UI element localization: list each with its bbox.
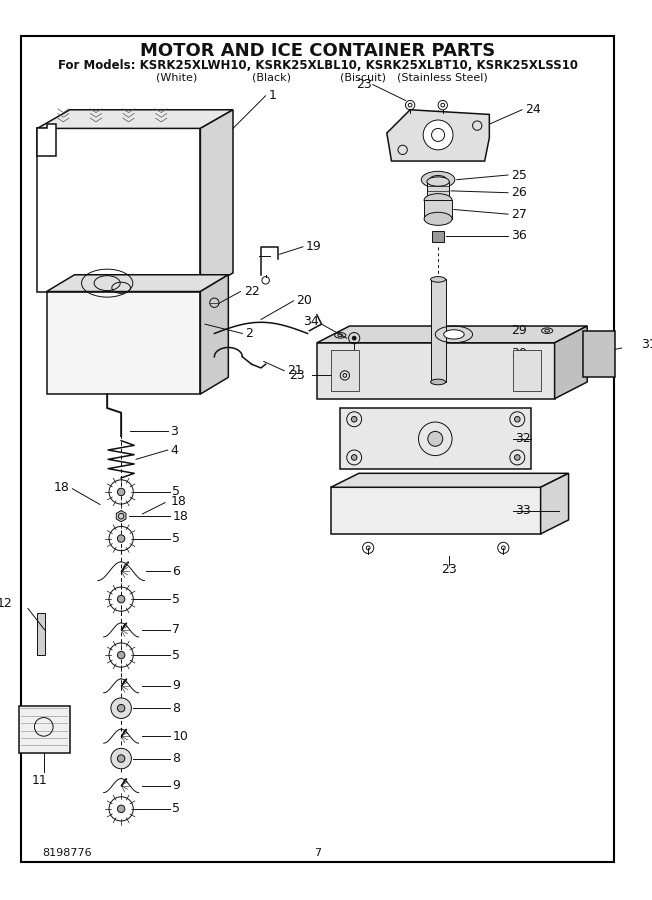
- Bar: [340, 408, 531, 469]
- Polygon shape: [37, 123, 56, 157]
- Circle shape: [117, 652, 125, 659]
- Text: 1: 1: [269, 89, 276, 103]
- Text: For Models: KSRK25XLWH10, KSRK25XLBL10, KSRK25XLBT10, KSRK25XLSS10: For Models: KSRK25XLWH10, KSRK25XLBL10, …: [58, 59, 578, 73]
- Circle shape: [351, 417, 357, 422]
- Polygon shape: [317, 326, 587, 343]
- Polygon shape: [46, 292, 200, 394]
- Text: 36: 36: [511, 230, 527, 242]
- Bar: [424, 200, 452, 219]
- Text: 3: 3: [171, 425, 179, 438]
- Circle shape: [117, 535, 125, 543]
- Polygon shape: [46, 274, 228, 292]
- Text: 8: 8: [172, 702, 181, 715]
- Bar: [512, 350, 541, 392]
- Text: 30: 30: [511, 347, 527, 361]
- Text: 18: 18: [54, 481, 70, 494]
- Circle shape: [117, 488, 125, 496]
- Text: 23: 23: [289, 369, 304, 382]
- Polygon shape: [555, 326, 587, 399]
- Circle shape: [352, 337, 356, 340]
- Text: 6: 6: [172, 564, 181, 578]
- Circle shape: [514, 454, 520, 460]
- Circle shape: [117, 705, 125, 712]
- Text: 23: 23: [356, 78, 372, 91]
- Text: 18: 18: [171, 495, 186, 508]
- Text: 5: 5: [172, 649, 181, 662]
- Ellipse shape: [430, 379, 445, 384]
- Text: 7: 7: [314, 848, 321, 858]
- Circle shape: [117, 596, 125, 603]
- Bar: [427, 182, 449, 200]
- Text: 32: 32: [516, 432, 531, 446]
- Ellipse shape: [427, 177, 449, 186]
- Text: (Stainless Steel): (Stainless Steel): [397, 72, 488, 82]
- Circle shape: [428, 431, 443, 446]
- Text: 22: 22: [244, 285, 260, 298]
- Polygon shape: [541, 473, 569, 534]
- Circle shape: [423, 120, 453, 149]
- Ellipse shape: [421, 171, 455, 188]
- Text: 27: 27: [511, 208, 527, 220]
- Text: 12: 12: [0, 598, 12, 610]
- Text: (Biscuit): (Biscuit): [340, 72, 385, 82]
- Text: 2: 2: [245, 327, 253, 340]
- Text: 9: 9: [172, 779, 181, 792]
- Text: 33: 33: [516, 504, 531, 518]
- Text: 8198776: 8198776: [42, 848, 91, 858]
- Bar: [430, 279, 445, 382]
- Text: 11: 11: [31, 774, 47, 788]
- Bar: [37, 613, 45, 655]
- Text: 5: 5: [172, 532, 181, 545]
- Text: 19: 19: [306, 240, 321, 253]
- Polygon shape: [200, 110, 233, 292]
- Text: 9: 9: [172, 680, 181, 692]
- Polygon shape: [37, 110, 233, 129]
- Polygon shape: [116, 510, 126, 522]
- Circle shape: [351, 454, 357, 460]
- Text: 26: 26: [511, 186, 527, 199]
- Ellipse shape: [427, 195, 449, 205]
- Text: 5: 5: [172, 485, 181, 499]
- Polygon shape: [317, 343, 555, 399]
- Text: 5: 5: [172, 592, 181, 606]
- Text: 24: 24: [525, 104, 541, 116]
- Polygon shape: [387, 110, 490, 161]
- Text: (Black): (Black): [252, 72, 291, 82]
- Ellipse shape: [424, 194, 452, 207]
- Text: 31: 31: [642, 338, 652, 351]
- Circle shape: [117, 806, 125, 813]
- Text: 18: 18: [172, 509, 188, 523]
- Text: 4: 4: [171, 444, 179, 456]
- Polygon shape: [331, 473, 569, 487]
- Text: 8: 8: [172, 752, 181, 765]
- Polygon shape: [331, 487, 541, 534]
- Text: 21: 21: [287, 364, 303, 377]
- Text: 5: 5: [172, 803, 181, 815]
- Text: 20: 20: [297, 294, 312, 308]
- Polygon shape: [200, 274, 228, 394]
- Ellipse shape: [430, 276, 445, 283]
- Circle shape: [514, 417, 520, 422]
- Text: (White): (White): [156, 72, 198, 82]
- Text: 34: 34: [303, 315, 319, 328]
- Circle shape: [111, 698, 132, 718]
- Text: 23: 23: [441, 562, 457, 576]
- Circle shape: [117, 755, 125, 762]
- Bar: [432, 231, 443, 242]
- Text: 7: 7: [172, 624, 181, 636]
- Text: 25: 25: [511, 168, 527, 182]
- Text: 29: 29: [511, 324, 527, 338]
- Polygon shape: [37, 129, 200, 292]
- Text: 10: 10: [172, 730, 188, 742]
- Text: MOTOR AND ICE CONTAINER PARTS: MOTOR AND ICE CONTAINER PARTS: [140, 42, 496, 60]
- Circle shape: [111, 748, 132, 769]
- Ellipse shape: [424, 212, 452, 225]
- Bar: [19, 706, 70, 753]
- Ellipse shape: [443, 329, 464, 339]
- Polygon shape: [582, 330, 615, 377]
- Bar: [331, 350, 359, 392]
